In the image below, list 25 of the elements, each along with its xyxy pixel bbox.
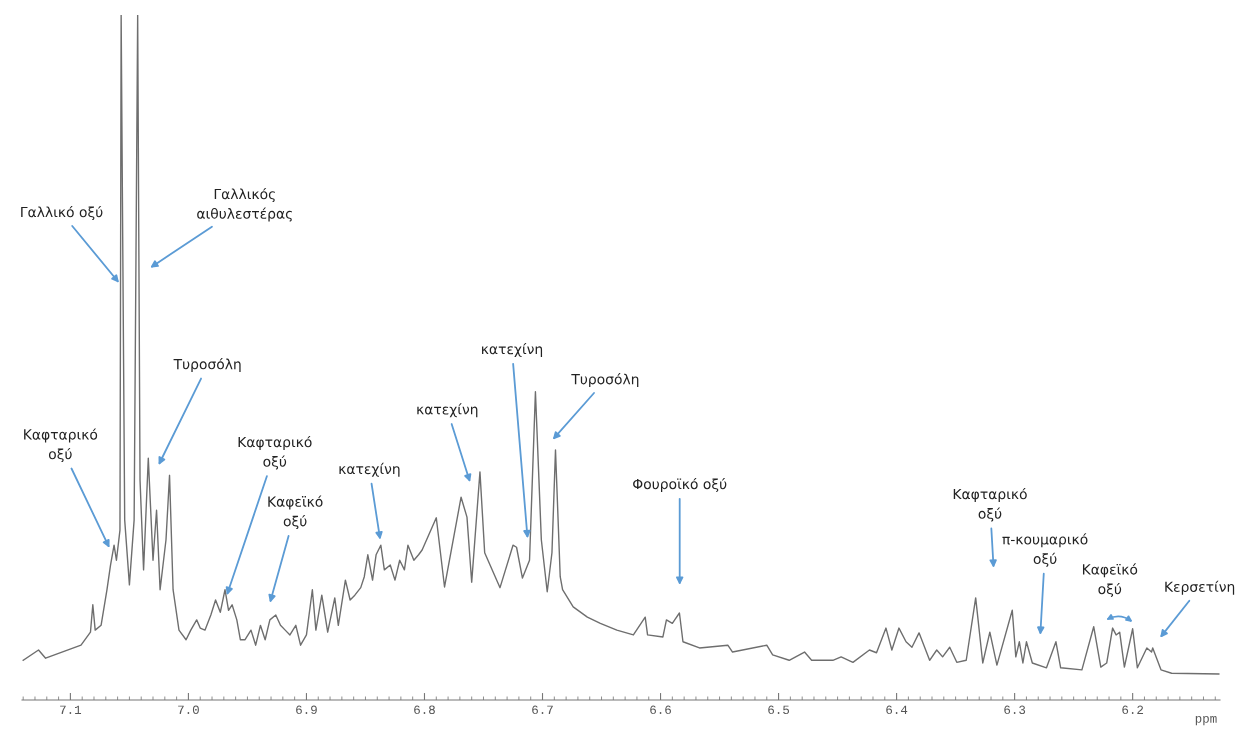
annotation: Καφεϊκό οξύ [268,495,323,530]
x-tick-label: 6.4 [886,705,908,715]
annotation: Καφεϊκό οξύ [1082,563,1138,597]
annotation: Γαλλικός αιθυλεστέρας [197,187,292,222]
annotation: Καφταρικό οξύ [24,428,98,462]
annotation: Γαλλικό οξύ [21,205,103,220]
annotation: Καφταρικό οξύ [238,435,312,470]
x-tick-label: 6.7 [532,705,553,715]
annotation: κατεχίνη [339,462,400,477]
x-tick-label: 6.6 [650,705,671,715]
x-tick-label: 6.9 [296,705,317,715]
annotation: Κερσετίνη [1165,580,1235,595]
annotation: Τυροσόλη [571,373,639,388]
annotation: Καφταρικό οξύ [953,487,1027,522]
x-tick-label: 6.2 [1122,705,1144,715]
x-axis-title: ppm [1195,715,1217,726]
x-tick-label: 6.8 [414,705,435,715]
annotation: Φουροϊκό οξύ [633,477,727,492]
x-tick-label: 6.3 [1004,705,1026,715]
annotation: Τυροσόλη [173,358,241,373]
x-tick-label: 6.5 [768,705,790,715]
annotation: κατεχίνη [417,403,478,418]
x-tick-label: 7.0 [178,705,199,715]
x-tick-label: 7.1 [60,705,82,714]
annotation: κατεχίνη [482,342,543,357]
